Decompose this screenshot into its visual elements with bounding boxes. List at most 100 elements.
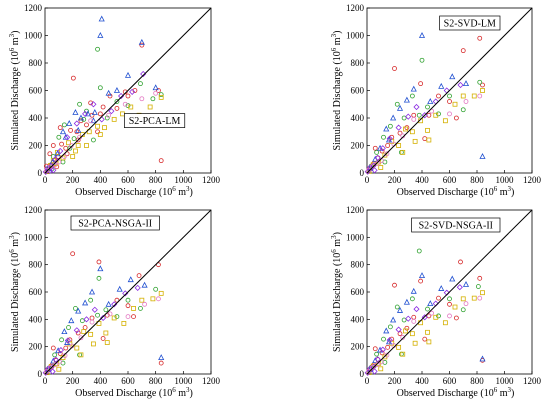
data-point [449,275,456,282]
data-point [398,351,404,357]
data-point [384,151,390,157]
data-point [413,103,420,111]
data-point [479,153,486,159]
data-point [463,99,469,104]
data-point [67,145,73,151]
data-point [97,265,104,272]
x-tick-label: 200 [66,376,80,386]
x-axis-label-text: Observed Discharge [397,187,481,198]
x-axis-label: Observed Discharge (106 m3) [75,386,193,399]
data-point [77,101,82,107]
data-point [61,122,67,128]
data-point [138,81,143,87]
data-point [75,126,82,133]
data-series-4 [367,272,486,372]
axis-unit-part: 6 [494,386,498,394]
x-tick-label: 0 [43,175,48,185]
data-point [410,287,417,294]
data-point [381,336,386,342]
data-series-5 [42,284,141,376]
data-point [150,296,156,302]
data-point [381,134,386,140]
data-point [438,82,445,89]
data-point [88,118,94,124]
data-point [81,329,87,335]
data-point [426,339,432,345]
data-point [436,111,441,117]
data-point [372,145,378,151]
axis-unit-part: (10 [10,51,21,64]
data-point [57,147,64,155]
data-point [64,134,71,141]
data-point [56,366,62,372]
data-point [460,307,466,313]
data-point [409,93,415,99]
data-point [63,145,69,151]
data-point [88,288,96,295]
data-point [390,114,397,121]
data-point [77,352,82,358]
y-tick-label: 1000 [24,232,43,242]
data-point [409,296,415,302]
data-point [443,87,450,94]
x-tick-label: 400 [94,175,108,185]
data-point [480,82,485,88]
y-tick-label: 0 [38,369,43,379]
data-point [471,93,477,99]
panel-title-box [70,215,160,231]
data-point [396,143,402,148]
data-point [385,344,391,350]
data-point [52,352,58,358]
data-point [139,297,145,303]
axis-unit-part: 3 [8,33,16,37]
data-point [405,113,412,120]
data-point [416,248,422,254]
data-point [401,317,407,323]
x-axis-label: Observed Discharge (106 m3) [397,185,515,198]
data-point [139,96,145,102]
data-point [111,116,117,122]
data-point [66,140,71,146]
data-point [91,306,98,313]
data-point [447,301,452,307]
reference-line-1to1 [44,7,212,174]
x-tick-label: 200 [388,175,402,185]
data-point [90,117,97,124]
data-point [477,295,483,301]
data-point [452,304,458,310]
data-point [386,135,393,142]
data-point [427,98,434,104]
data-point [70,75,76,81]
axis-unit-part: 6 [172,185,176,193]
data-point [433,314,439,320]
data-point [422,136,428,142]
data-series-4 [45,15,159,172]
data-point [158,360,164,366]
axis-unit-part: m [497,187,508,198]
data-point [82,110,89,117]
data-point [403,96,410,103]
data-point [114,314,120,320]
data-point [398,149,404,155]
data-point [460,93,466,99]
data-point [447,296,452,302]
data-point [426,137,432,143]
axis-unit-part: 6 [330,249,338,253]
data-point [438,285,445,291]
data-point [421,314,428,321]
data-point [425,127,430,133]
data-point [463,301,469,307]
data-point [48,365,53,370]
x-tick-label: 800 [470,376,484,386]
x-tick-label: 600 [121,376,135,386]
data-point [64,151,70,157]
data-point [460,296,466,302]
data-point [75,307,82,314]
data-point [156,262,161,268]
data-point [400,149,406,155]
data-point [475,284,481,289]
data-point [95,123,100,129]
data-point [96,321,102,326]
data-point [125,103,131,109]
data-point [89,319,95,325]
